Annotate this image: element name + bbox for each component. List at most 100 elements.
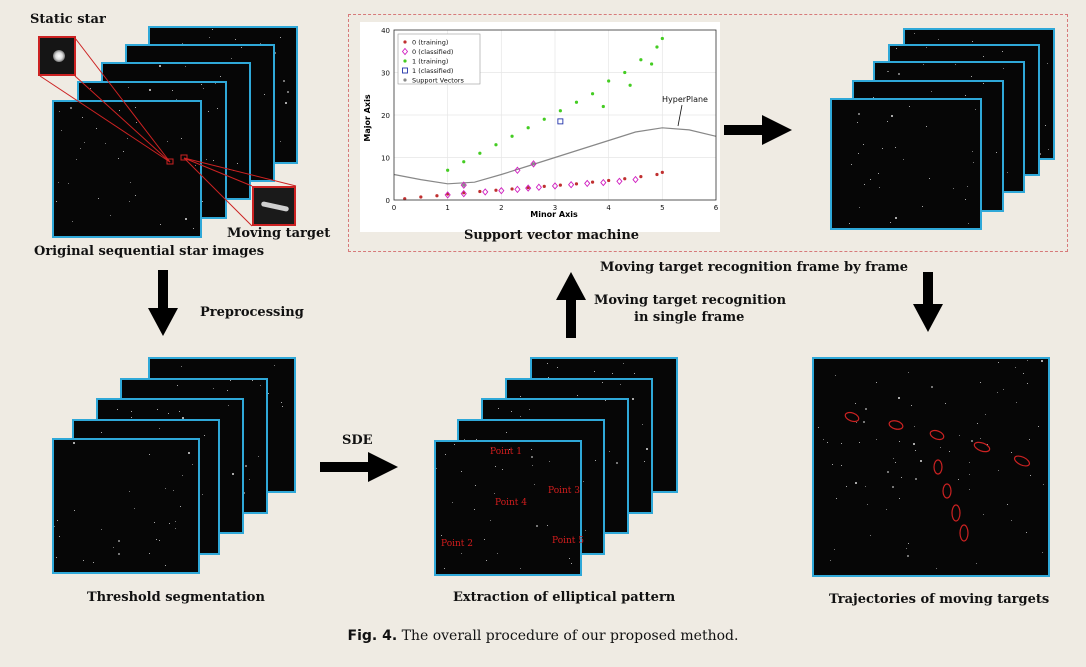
data-point: [435, 194, 439, 198]
hyperplane-pointer: [677, 104, 683, 127]
data-point: [478, 151, 482, 155]
data-point: [460, 181, 467, 189]
arrow-down-icon: [148, 270, 178, 336]
data-point: [482, 188, 489, 196]
data-point: [478, 189, 482, 194]
x-tick-label: 4: [606, 204, 611, 212]
moving-target-zoom: [252, 186, 296, 226]
svm-label: Support vector machine: [464, 228, 640, 243]
data-point: [568, 180, 575, 189]
arrow-right-icon: [724, 115, 792, 145]
y-tick-label: 20: [381, 112, 390, 120]
data-point: [403, 197, 407, 201]
data-point: [498, 186, 505, 195]
y-tick-label: 30: [381, 70, 390, 78]
data-point: [514, 166, 521, 174]
star-frame: [434, 440, 582, 576]
y-axis-label: Major Axis: [363, 94, 372, 141]
data-point: [616, 177, 623, 186]
data-point: [514, 185, 521, 194]
recognition-single-label-2: in single frame: [634, 310, 745, 325]
legend-marker: [401, 47, 409, 56]
x-tick-label: 0: [392, 204, 396, 212]
legend-entry: 1 (classified): [412, 67, 453, 75]
data-point: [590, 180, 595, 184]
point-label: Point 2: [441, 539, 473, 549]
data-point: [660, 170, 664, 174]
y-tick-label: 40: [381, 27, 390, 35]
data-point: [526, 126, 530, 130]
y-tick-label: 10: [381, 155, 390, 163]
data-point: [623, 177, 627, 181]
data-point: [510, 187, 514, 191]
data-point: [558, 109, 562, 113]
star-frame: [52, 438, 200, 574]
trajectories-label: Trajectories of moving targets: [829, 592, 1050, 607]
data-point: [558, 183, 562, 187]
data-point: [623, 70, 627, 75]
x-tick-label: 1: [445, 204, 449, 212]
legend-marker: [403, 78, 407, 82]
arrow-right-icon: [320, 452, 398, 482]
moving-target-label: Moving target: [227, 226, 331, 241]
svm-scatter-chart: 0 1 2 3 4 5 6 0 10 20 30 40 Minor Axis Major Axis H…: [360, 22, 720, 232]
hyperplane-curve: [393, 127, 717, 185]
x-tick-label: 5: [660, 204, 664, 212]
figure-number: Fig. 4.: [347, 628, 398, 644]
data-point: [601, 104, 605, 109]
figure-caption-text: The overall procedure of our proposed me…: [397, 628, 739, 644]
data-point: [526, 186, 530, 190]
data-point: [525, 184, 532, 192]
preprocessing-label: Preprocessing: [200, 305, 304, 320]
data-point: [535, 183, 542, 191]
data-point: [590, 92, 595, 96]
x-tick-label: 3: [553, 204, 557, 212]
point-label: Point 1: [490, 447, 522, 457]
threshold-label: Threshold segmentation: [87, 590, 265, 605]
legend-marker: [403, 40, 407, 44]
x-axis-label: Minor Axis: [530, 210, 578, 219]
trajectory-ellipses: [844, 411, 1031, 542]
data-point: [446, 168, 450, 172]
point-label: Point 4: [495, 498, 527, 508]
data-point: [531, 162, 536, 166]
legend-entry: 0 (classified): [412, 48, 453, 56]
data-point: [600, 178, 607, 187]
data-point: [655, 45, 659, 49]
static-star-label: Static star: [30, 12, 106, 27]
data-point: [584, 179, 591, 188]
point-label: Point 5: [552, 536, 584, 546]
point-label: Point 3: [548, 486, 580, 496]
data-point: [444, 191, 451, 199]
data-point: [650, 62, 654, 66]
data-point: [510, 134, 514, 138]
data-point: [557, 118, 564, 125]
data-point: [542, 117, 546, 121]
recognition-frame-label: Moving target recognition frame by frame: [600, 260, 909, 275]
extraction-label: Extraction of elliptical pattern: [453, 590, 676, 605]
data-point: [574, 100, 579, 104]
chart-legend: 0 (training)0 (classified) 1 (training)1 …: [397, 33, 481, 85]
star-frame: [830, 98, 982, 230]
data-point: [419, 195, 423, 199]
data-point: [530, 160, 537, 168]
arrow-down-icon: [913, 272, 943, 332]
legend-entry: 0 (training): [412, 39, 448, 47]
recognition-single-label-1: Moving target recognition: [594, 293, 787, 308]
data-point: [632, 175, 639, 184]
legend-marker: [403, 59, 407, 63]
figure-caption: Fig. 4. The overall procedure of our pro…: [0, 628, 1086, 644]
data-point: [607, 79, 611, 83]
data-point: [655, 172, 659, 177]
trajectories-image: [812, 357, 1050, 577]
legend-entry: Support Vectors: [412, 77, 464, 85]
data-point: [639, 175, 643, 179]
data-point: [542, 184, 546, 188]
data-point: [494, 188, 498, 192]
data-point: [660, 36, 664, 41]
x-tick-label: 2: [499, 204, 503, 212]
arrow-up-icon: [556, 272, 586, 338]
sde-label: SDE: [342, 433, 373, 448]
legend-marker: [402, 67, 408, 74]
